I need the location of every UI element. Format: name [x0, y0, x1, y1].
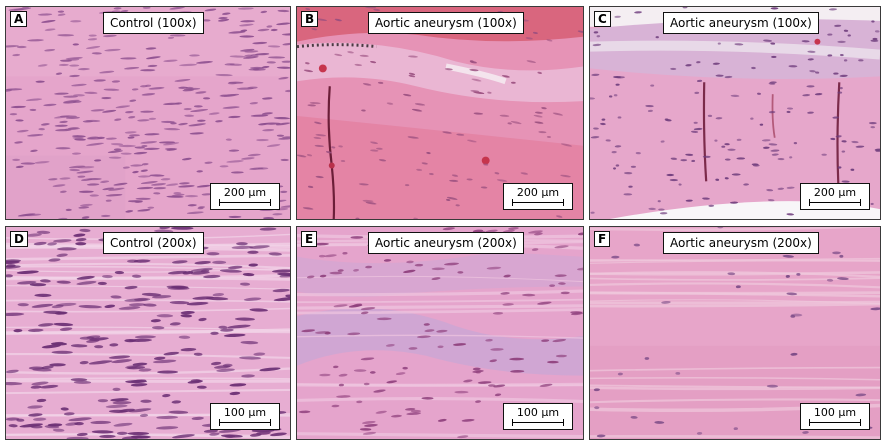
panel-d: D Control (200x) 100 µm — [5, 226, 291, 440]
panel-title: Aortic aneurysm (200x) — [663, 232, 819, 254]
scale-bar-label: 100 µm — [516, 406, 560, 419]
scale-bar: 100 µm — [503, 403, 573, 430]
panel-title: Control (100x) — [103, 12, 204, 34]
scale-bar-line — [219, 199, 271, 206]
scale-bar-line — [512, 199, 564, 206]
panel-letter: A — [10, 11, 28, 27]
scale-bar-label: 100 µm — [813, 406, 857, 419]
panel-title: Control (200x) — [103, 232, 204, 254]
scale-bar: 200 µm — [503, 183, 573, 210]
panel-letter: D — [10, 231, 28, 247]
scale-bar-label: 200 µm — [516, 186, 560, 199]
panel-letter: F — [594, 231, 611, 247]
scale-bar-line — [809, 199, 861, 206]
scale-bar-label: 200 µm — [813, 186, 857, 199]
panel-c: C Aortic aneurysm (100x) 200 µm — [589, 6, 881, 220]
scale-bar: 100 µm — [210, 403, 280, 430]
panel-e: E Aortic aneurysm (200x) 100 µm — [296, 226, 584, 440]
panel-title: Aortic aneurysm (200x) — [368, 232, 524, 254]
scale-bar-line — [219, 419, 271, 426]
panel-letter: E — [301, 231, 318, 247]
scale-bar-line — [512, 419, 564, 426]
histology-image-d — [6, 227, 290, 439]
scale-bar-label: 100 µm — [223, 406, 267, 419]
histology-image-a — [6, 7, 290, 219]
scale-bar: 100 µm — [800, 403, 870, 430]
panel-a: A Control (100x) 200 µm — [5, 6, 291, 220]
scale-bar: 200 µm — [800, 183, 870, 210]
scale-bar: 200 µm — [210, 183, 280, 210]
panel-b: B Aortic aneurysm (100x) 200 µm — [296, 6, 584, 220]
panel-title: Aortic aneurysm (100x) — [663, 12, 819, 34]
panel-f: F Aortic aneurysm (200x) 100 µm — [589, 226, 881, 440]
scale-bar-line — [809, 419, 861, 426]
panel-letter: C — [594, 11, 611, 27]
panel-letter: B — [301, 11, 319, 27]
panel-title: Aortic aneurysm (100x) — [368, 12, 524, 34]
histology-image-b — [297, 7, 583, 219]
scale-bar-label: 200 µm — [223, 186, 267, 199]
